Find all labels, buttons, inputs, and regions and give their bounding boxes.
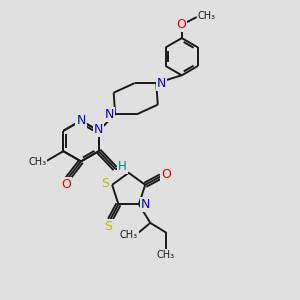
Text: O: O [161, 167, 171, 181]
Text: CH₃: CH₃ [28, 157, 46, 167]
Text: S: S [101, 177, 110, 190]
Text: H: H [118, 160, 127, 173]
Text: O: O [176, 18, 186, 31]
Text: N: N [94, 123, 104, 136]
Text: CH₃: CH₃ [157, 250, 175, 260]
Text: S: S [104, 220, 112, 233]
Text: CH₃: CH₃ [197, 11, 215, 21]
Text: O: O [61, 178, 71, 191]
Text: N: N [157, 76, 166, 90]
Text: CH₃: CH₃ [120, 230, 138, 240]
Text: N: N [141, 198, 150, 211]
Text: N: N [105, 108, 115, 121]
Text: N: N [76, 114, 86, 127]
